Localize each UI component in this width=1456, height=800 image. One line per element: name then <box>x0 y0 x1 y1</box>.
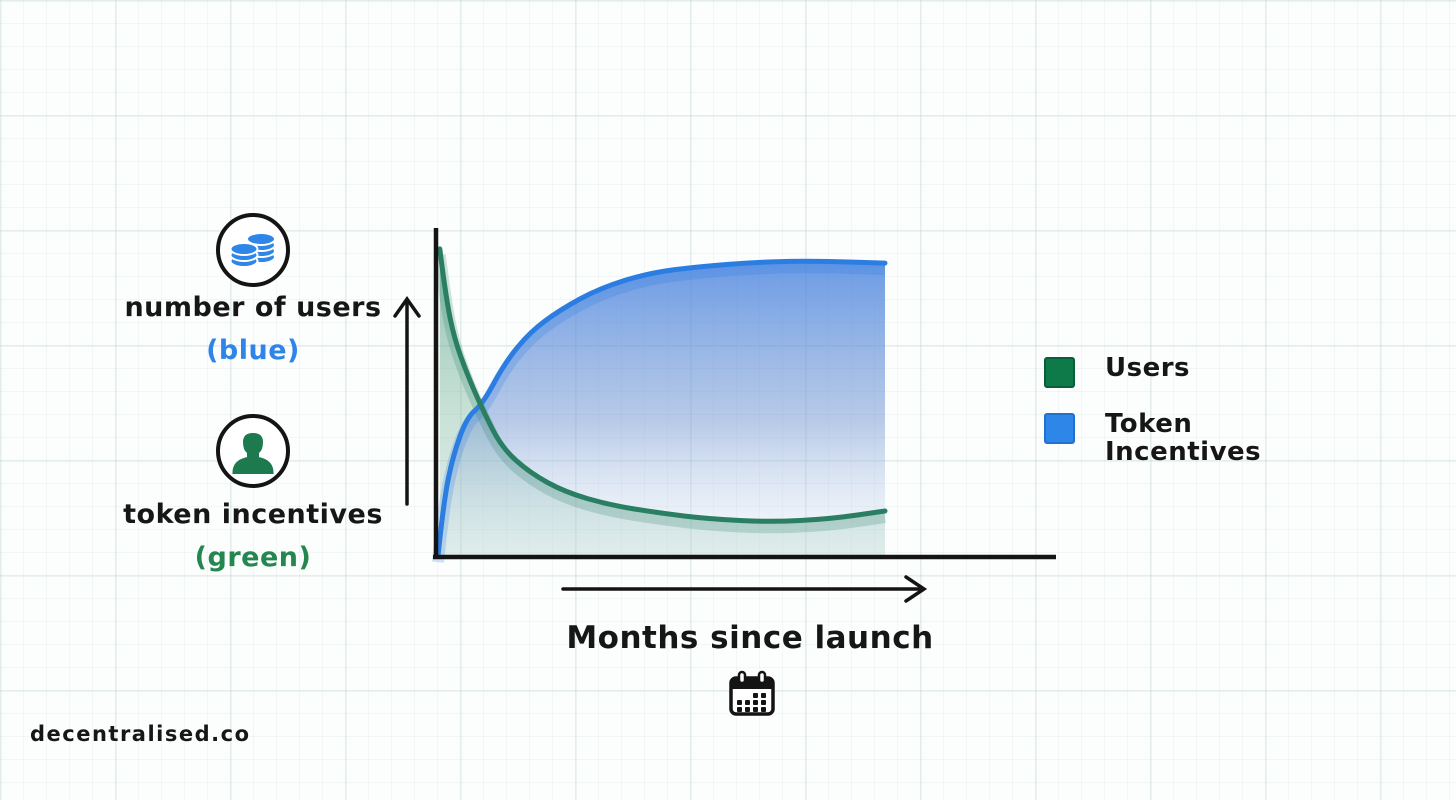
legend-item-users: Users <box>1044 354 1304 388</box>
users-annotation-label: number of users <box>93 292 413 324</box>
incentives-annotation-note: (green) <box>93 542 413 574</box>
person-icon <box>214 412 292 490</box>
x-axis-label: Months since launch <box>455 620 1045 656</box>
legend-label-users: Users <box>1105 353 1191 383</box>
calendar-icon <box>728 670 776 722</box>
x-axis-arrow-icon <box>561 575 928 603</box>
x-axis-label-text: Months since launch <box>566 620 934 656</box>
legend-label-token-incentives: Token Incentives <box>1105 409 1262 467</box>
incentives-annotation-note-text: (green) <box>194 542 312 573</box>
token-incentives-curve <box>437 246 888 524</box>
watermark-text: decentralised.co <box>30 722 251 746</box>
legend-item-token-incentives: Token Incentives <box>1044 410 1304 466</box>
y-axis-arrow-icon <box>393 295 421 506</box>
coins-icon <box>214 211 292 289</box>
incentives-annotation-text: token incentives <box>123 499 383 530</box>
users-annotation-text: number of users <box>124 292 382 323</box>
watermark: decentralised.co <box>30 722 251 746</box>
users-swatch-icon <box>1044 357 1075 388</box>
users-annotation-note-text: (blue) <box>206 335 300 366</box>
legend: Users Token Incentives <box>1044 354 1304 488</box>
users-curve <box>435 258 888 559</box>
incentives-annotation-label: token incentives <box>93 499 413 531</box>
users-annotation-note: (blue) <box>93 335 413 367</box>
token-incentives-swatch-icon <box>1044 413 1075 444</box>
